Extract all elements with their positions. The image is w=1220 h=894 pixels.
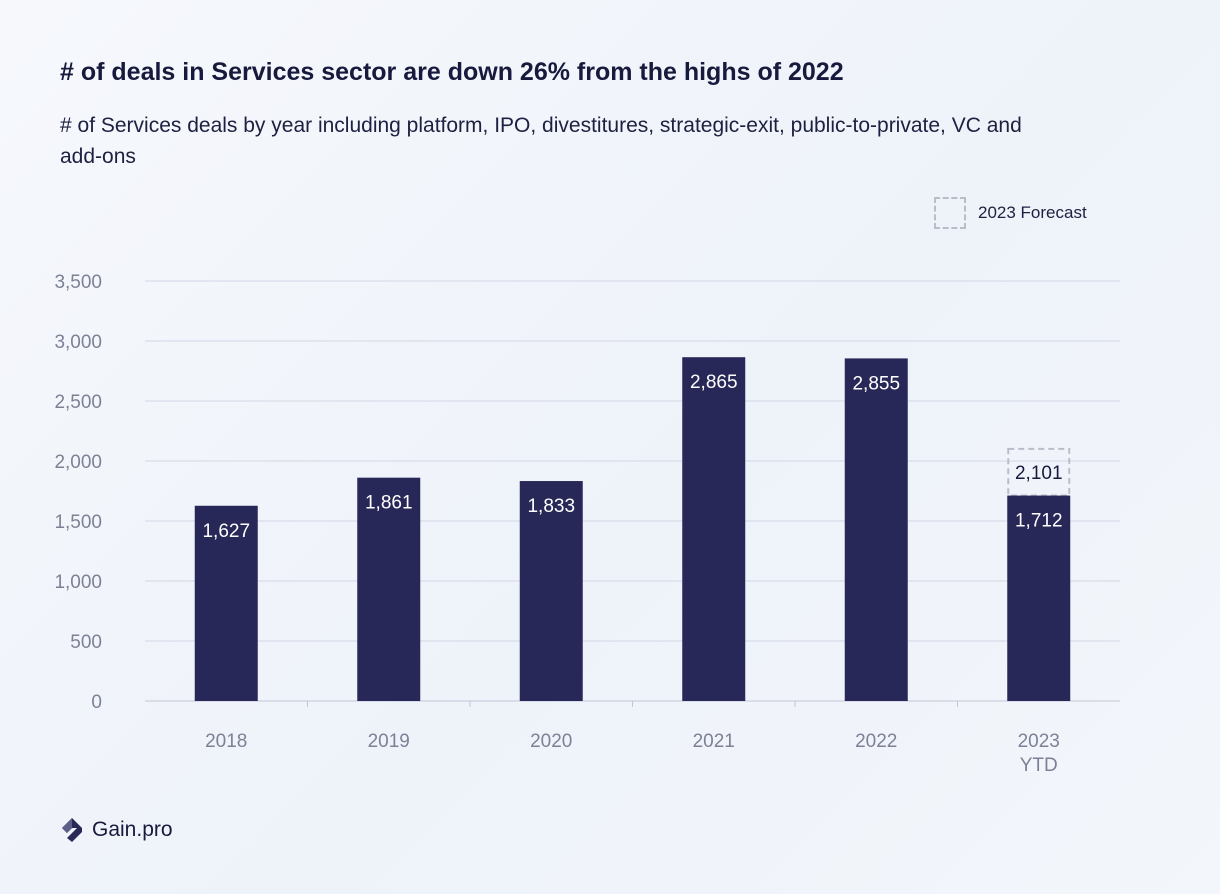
x-tick-label: 2023	[1018, 731, 1060, 752]
chart-title: # of deals in Services sector are down 2…	[60, 58, 844, 86]
bar	[357, 477, 421, 701]
y-tick-label: 0	[91, 692, 102, 713]
bar-value-label: 1,861	[365, 493, 413, 514]
bar	[1007, 495, 1071, 701]
y-tick-label: 1,500	[54, 512, 102, 533]
bar	[194, 505, 258, 701]
y-tick-label: 500	[70, 632, 102, 653]
legend-label: 2023 Forecast	[978, 203, 1087, 222]
bar-value-label: 2,865	[690, 372, 738, 393]
y-tick-label: 2,500	[54, 392, 102, 413]
x-tick-label: YTD	[1020, 755, 1058, 776]
bar	[682, 357, 746, 701]
y-tick-label: 2,000	[54, 452, 102, 473]
bar-value-label: 1,712	[1015, 511, 1063, 532]
legend: 2023 Forecast	[934, 197, 1087, 229]
x-tick-label: 2021	[693, 731, 735, 752]
x-tick-label: 2022	[855, 731, 897, 752]
bar-value-label: 1,833	[527, 496, 575, 517]
chart-subtitle: # of Services deals by year including pl…	[60, 114, 1022, 168]
gain-logo-icon	[62, 818, 82, 842]
forecast-box	[1007, 447, 1071, 497]
bar-value-label: 1,627	[202, 521, 250, 542]
forecast-label: 2,101	[1015, 463, 1063, 484]
y-tick-label: 1,000	[54, 572, 102, 593]
y-tick-label: 3,000	[54, 332, 102, 353]
bar	[844, 358, 908, 701]
x-tick-label: 2020	[530, 731, 572, 752]
forecast-legend-swatch	[934, 197, 966, 229]
brand-logo: Gain.pro	[58, 816, 173, 844]
x-tick-label: 2018	[205, 731, 247, 752]
bar	[519, 481, 583, 701]
x-tick-label: 2019	[368, 731, 410, 752]
bar-value-label: 2,855	[852, 373, 900, 394]
brand-name: Gain.pro	[92, 818, 173, 841]
y-tick-label: 3,500	[54, 272, 102, 293]
